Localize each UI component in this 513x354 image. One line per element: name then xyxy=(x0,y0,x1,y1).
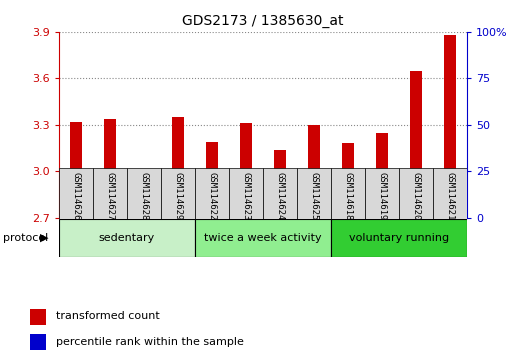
Bar xyxy=(274,149,286,218)
Text: ▶: ▶ xyxy=(40,233,49,243)
Bar xyxy=(376,132,388,218)
Bar xyxy=(411,196,420,199)
Title: GDS2173 / 1385630_at: GDS2173 / 1385630_at xyxy=(182,14,344,28)
Text: GSM114626: GSM114626 xyxy=(71,172,81,221)
Bar xyxy=(378,202,386,205)
Text: GSM114629: GSM114629 xyxy=(173,172,183,221)
Bar xyxy=(263,168,297,219)
Text: voluntary running: voluntary running xyxy=(349,233,449,243)
Bar xyxy=(344,204,352,207)
Text: protocol: protocol xyxy=(3,233,48,243)
Text: percentile rank within the sample: percentile rank within the sample xyxy=(55,337,244,347)
Bar xyxy=(342,143,354,218)
Bar xyxy=(195,219,331,257)
Bar xyxy=(59,168,93,219)
Text: GSM114618: GSM114618 xyxy=(343,172,352,221)
Bar xyxy=(206,142,218,218)
Text: GSM114623: GSM114623 xyxy=(242,172,250,221)
Text: GSM114627: GSM114627 xyxy=(106,172,114,221)
Bar xyxy=(72,204,80,207)
Bar xyxy=(174,204,182,207)
Text: GSM114624: GSM114624 xyxy=(275,172,284,221)
Bar xyxy=(275,204,284,207)
Bar xyxy=(331,219,467,257)
Bar xyxy=(297,168,331,219)
Bar xyxy=(161,168,195,219)
Bar xyxy=(446,193,454,196)
Text: GSM114625: GSM114625 xyxy=(309,172,319,221)
Bar xyxy=(399,168,433,219)
Text: GSM114621: GSM114621 xyxy=(445,172,455,221)
Bar xyxy=(93,168,127,219)
Bar xyxy=(195,168,229,219)
Bar xyxy=(331,168,365,219)
Bar xyxy=(444,35,456,218)
Bar xyxy=(104,119,116,218)
Bar xyxy=(30,309,46,325)
Bar xyxy=(127,168,161,219)
Text: GSM114628: GSM114628 xyxy=(140,172,148,221)
Bar xyxy=(310,199,318,202)
Text: transformed count: transformed count xyxy=(55,312,160,321)
Text: sedentary: sedentary xyxy=(99,233,155,243)
Bar xyxy=(208,202,216,205)
Bar xyxy=(138,207,150,218)
Bar xyxy=(242,202,250,205)
Bar xyxy=(229,168,263,219)
Text: GSM114622: GSM114622 xyxy=(207,172,216,221)
Bar xyxy=(70,122,82,218)
Text: twice a week activity: twice a week activity xyxy=(204,233,322,243)
Bar xyxy=(59,219,195,257)
Bar xyxy=(30,334,46,350)
Bar xyxy=(172,117,184,218)
Bar xyxy=(240,123,252,218)
Bar xyxy=(106,204,114,207)
Bar xyxy=(140,201,148,204)
Bar xyxy=(410,70,422,218)
Bar xyxy=(433,168,467,219)
Text: GSM114619: GSM114619 xyxy=(378,172,386,221)
Text: GSM114620: GSM114620 xyxy=(411,172,420,221)
Bar xyxy=(308,125,320,218)
Bar xyxy=(365,168,399,219)
